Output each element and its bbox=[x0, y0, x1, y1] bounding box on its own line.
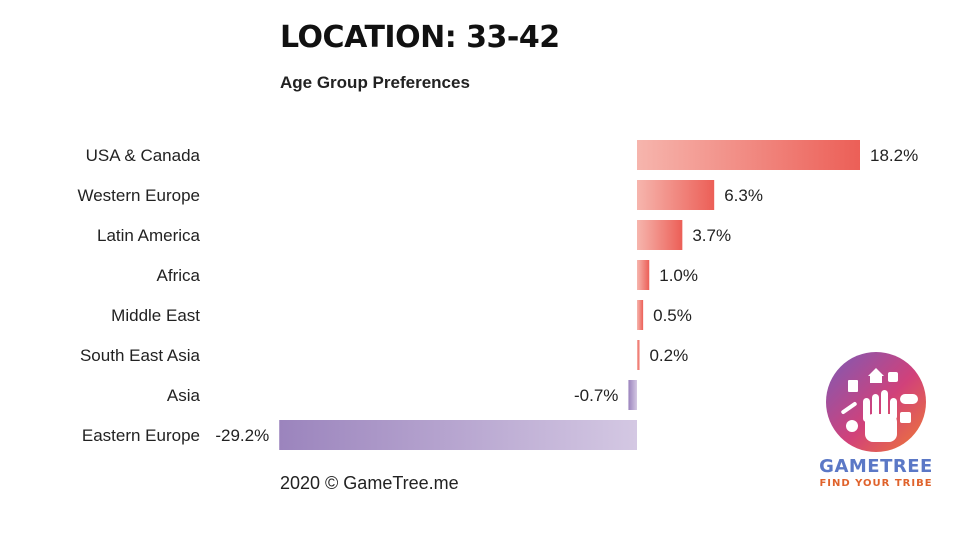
logo-name: GAMETREE bbox=[819, 456, 933, 477]
category-label-4: Middle East bbox=[111, 306, 200, 325]
category-label-1: Western Europe bbox=[77, 186, 200, 205]
footer-credit: 2020 © GameTree.me bbox=[280, 473, 459, 493]
value-label-4: 0.5% bbox=[653, 306, 692, 325]
gametree-logo: GAMETREE FIND YOUR TRIBE bbox=[818, 350, 934, 489]
bar-2 bbox=[637, 220, 683, 250]
category-label-2: Latin America bbox=[97, 226, 201, 245]
value-label-5: 0.2% bbox=[649, 346, 688, 365]
value-label-0: 18.2% bbox=[870, 146, 918, 165]
bar-4 bbox=[637, 300, 644, 330]
bar-6 bbox=[628, 380, 637, 410]
bar-5 bbox=[637, 340, 640, 370]
gametree-hand-logo-icon bbox=[826, 352, 926, 452]
category-label-0: USA & Canada bbox=[86, 146, 201, 165]
value-label-2: 3.7% bbox=[692, 226, 731, 245]
chart-title: LOCATION: 33-42 bbox=[280, 20, 560, 55]
value-label-1: 6.3% bbox=[724, 186, 763, 205]
category-label-7: Eastern Europe bbox=[82, 426, 200, 445]
bar-chart: USA & Canada 18.2% Western Europe 6.3% Latin… bbox=[77, 140, 918, 450]
logo-tagline: FIND YOUR TRIBE bbox=[819, 478, 933, 489]
value-label-3: 1.0% bbox=[659, 266, 698, 285]
bar-1 bbox=[637, 180, 715, 210]
bar-3 bbox=[637, 260, 650, 290]
category-label-3: Africa bbox=[157, 266, 201, 285]
value-label-7: -29.2% bbox=[215, 426, 269, 445]
category-label-6: Asia bbox=[167, 386, 201, 405]
chart-subtitle: Age Group Preferences bbox=[280, 73, 470, 92]
bar-7 bbox=[279, 420, 637, 450]
bars-layer: USA & Canada 18.2% Western Europe 6.3% Latin… bbox=[77, 140, 918, 450]
value-label-6: -0.7% bbox=[574, 386, 618, 405]
category-label-5: South East Asia bbox=[80, 346, 201, 365]
bar-0 bbox=[637, 140, 860, 170]
